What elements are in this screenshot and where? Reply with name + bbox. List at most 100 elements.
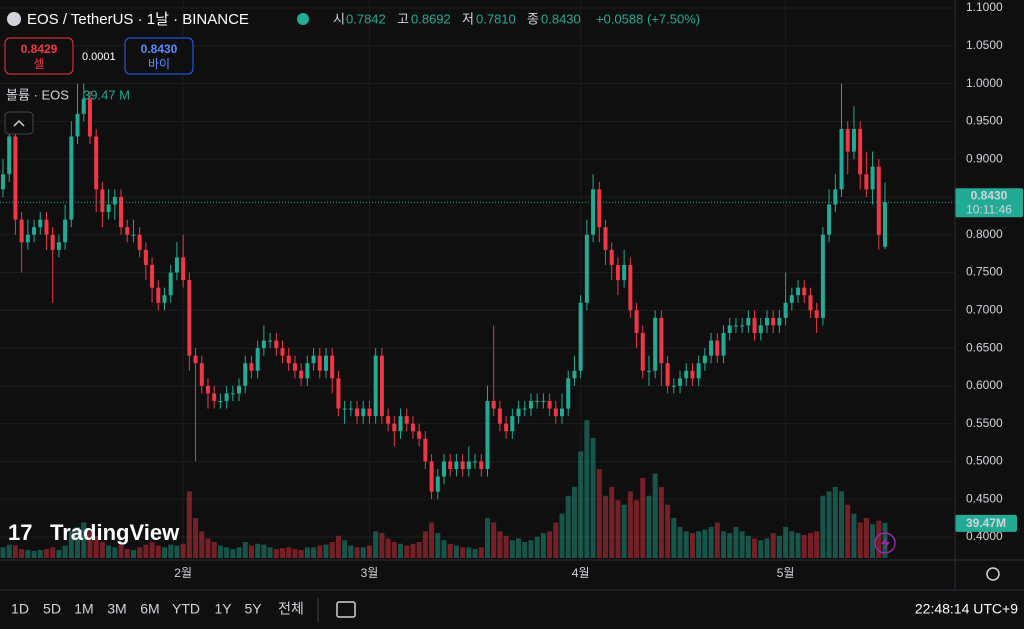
- candle-body: [63, 219, 68, 243]
- volume-bar: [56, 550, 62, 558]
- volume-bar: [801, 534, 807, 558]
- volume-bar: [658, 486, 664, 558]
- buy-label: 바이: [148, 57, 170, 71]
- lightning-icon[interactable]: [874, 532, 896, 554]
- candle-body: [659, 317, 664, 364]
- lightning: [881, 536, 890, 551]
- date-range-icon[interactable]: [336, 601, 356, 618]
- volume-bar: [50, 547, 56, 558]
- candle-body: [87, 98, 92, 137]
- range-button[interactable]: 3M: [107, 601, 126, 617]
- legend-change: +0.0588 (+7.50%): [596, 11, 700, 26]
- candle-body: [473, 461, 478, 463]
- candle-body: [653, 317, 658, 371]
- volume-bar: [689, 533, 695, 558]
- sell-button[interactable]: [4, 37, 74, 75]
- candle-body: [646, 370, 651, 372]
- volume-bar: [379, 533, 385, 558]
- candle-body: [460, 461, 465, 470]
- range-button[interactable]: 전체: [278, 601, 304, 617]
- buy-button[interactable]: [124, 37, 194, 75]
- volume-bar: [870, 524, 876, 558]
- candle-body: [379, 355, 384, 417]
- volume-bar: [385, 538, 391, 558]
- range-button[interactable]: YTD: [172, 601, 200, 617]
- candle-body: [168, 272, 173, 296]
- volume-bar: [727, 533, 733, 558]
- candle-body: [404, 416, 409, 424]
- volume-bar: [31, 550, 37, 558]
- candle-body: [342, 408, 347, 410]
- legend-value: 0.8692: [411, 11, 451, 26]
- volume-bar: [149, 542, 155, 558]
- volume-bar: [112, 547, 118, 558]
- range-button[interactable]: 1M: [74, 601, 93, 617]
- range-button[interactable]: 6M: [140, 601, 159, 617]
- volume-bar: [857, 522, 863, 558]
- volume-bar: [75, 526, 81, 558]
- candle-body: [243, 363, 248, 386]
- volume-bar: [329, 542, 335, 558]
- plot: [0, 83, 955, 558]
- volume-bar: [354, 547, 360, 558]
- volume-bar: [528, 540, 534, 558]
- y-tick-label: 0.4500: [966, 491, 1003, 505]
- candle-body: [584, 234, 589, 303]
- volume-bar: [509, 540, 515, 558]
- volume-bar: [99, 542, 105, 558]
- volume-bar: [609, 486, 615, 558]
- collapse-button[interactable]: [4, 111, 34, 135]
- candle-body: [783, 302, 788, 318]
- volume-bar: [590, 438, 596, 558]
- buy-price: 0.8430: [141, 42, 178, 56]
- clock: 22:48:14 UTC+9: [915, 601, 1018, 617]
- volume-bar: [25, 550, 31, 558]
- candle-body: [125, 227, 130, 235]
- volume-bar: [62, 545, 68, 558]
- volume-bar: [478, 547, 484, 558]
- volume-bar: [466, 547, 472, 558]
- candle-body: [131, 234, 136, 236]
- last-price-label: 0.8430: [971, 188, 1008, 202]
- candle-body: [510, 416, 515, 432]
- candle-body: [535, 400, 540, 402]
- volume-bar: [547, 531, 553, 558]
- volume-bar: [230, 549, 236, 558]
- candle-body: [733, 325, 738, 327]
- candle-body: [317, 355, 322, 371]
- range-button[interactable]: 5D: [43, 601, 61, 617]
- candle-body: [876, 166, 881, 235]
- range-button[interactable]: 1Y: [214, 601, 232, 617]
- candle-body: [187, 280, 192, 356]
- symbol-title[interactable]: EOS / TetherUS · 1날 · BINANCE: [27, 11, 249, 28]
- volume-bar: [615, 500, 621, 558]
- candle-body: [205, 385, 210, 394]
- candle-body: [100, 189, 105, 213]
- volume-bar: [540, 533, 546, 558]
- candle-body: [491, 400, 496, 409]
- volume-bar: [752, 538, 758, 558]
- spread: 0.0001: [82, 51, 116, 63]
- y-tick-label: 0.7500: [966, 265, 1003, 279]
- volume-bar: [6, 544, 12, 558]
- volume-bar: [348, 545, 354, 558]
- candle-body: [255, 348, 260, 371]
- candle-body: [261, 340, 266, 349]
- candle-body: [181, 257, 186, 281]
- range-button[interactable]: 5Y: [244, 601, 262, 617]
- volume-bar: [702, 529, 708, 558]
- candle-body: [684, 370, 689, 379]
- volume-bar: [627, 491, 633, 558]
- volume-bar: [68, 531, 74, 558]
- range-button[interactable]: 1D: [11, 601, 29, 617]
- volume-bar: [826, 491, 832, 558]
- settings-icon[interactable]: [986, 567, 1000, 581]
- volume-badge-label: 39.47M: [966, 516, 1006, 530]
- volume-bar: [205, 538, 211, 558]
- candle-body: [678, 378, 683, 386]
- legend-value: 0.7842: [346, 11, 386, 26]
- candle-body: [634, 310, 639, 333]
- candle-body: [771, 317, 776, 326]
- volume-bar: [224, 547, 230, 558]
- volume-bar: [441, 540, 447, 558]
